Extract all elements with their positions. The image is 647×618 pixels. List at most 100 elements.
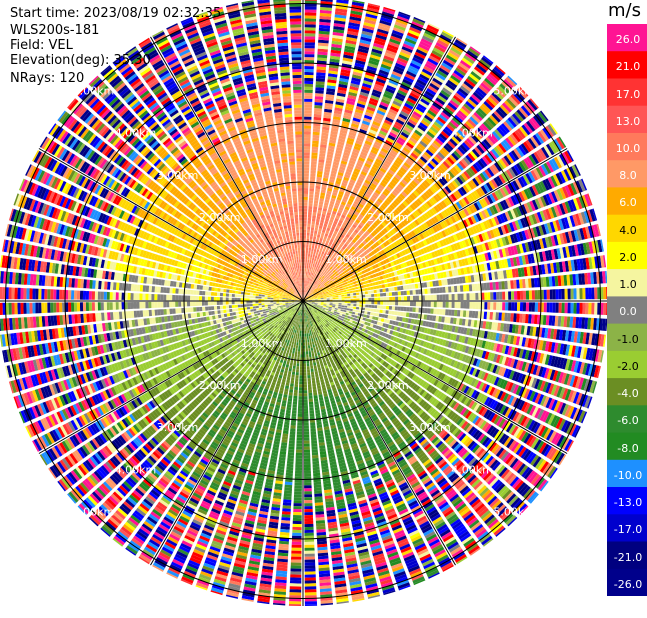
velocity-cell — [344, 308, 347, 310]
velocity-cell — [526, 302, 529, 311]
velocity-cell — [312, 147, 318, 150]
velocity-cell — [304, 277, 305, 280]
velocity-cell — [493, 282, 497, 290]
velocity-cell — [343, 312, 346, 315]
velocity-cell — [380, 293, 383, 296]
velocity-cell — [347, 306, 350, 308]
velocity-cell — [544, 303, 547, 313]
velocity-cell — [306, 274, 307, 277]
velocity-cell — [303, 233, 306, 236]
velocity-cell — [490, 302, 493, 310]
velocity-cell — [304, 143, 310, 146]
velocity-cell — [461, 294, 464, 300]
velocity-cell — [304, 137, 311, 140]
velocity-cell — [336, 298, 339, 300]
velocity-cell — [579, 288, 582, 299]
velocity-cell — [401, 307, 404, 311]
velocity-cell — [434, 295, 437, 300]
velocity-cell — [313, 212, 317, 215]
velocity-cell — [309, 191, 314, 194]
velocity-cell — [309, 269, 311, 272]
velocity-cell — [409, 313, 413, 318]
velocity-cell — [304, 111, 312, 114]
velocity-cell — [588, 303, 591, 315]
velocity-cell — [315, 102, 323, 106]
velocity-cell — [304, 218, 307, 221]
velocity-cell — [392, 306, 395, 310]
velocity-cell — [309, 260, 311, 263]
velocity-cell — [487, 302, 490, 310]
velocity-cell — [307, 224, 310, 227]
velocity-cell — [413, 307, 416, 312]
velocity-cell — [350, 309, 353, 312]
velocity-cell — [314, 231, 317, 235]
velocity-cell — [588, 288, 591, 300]
velocity-cell — [433, 309, 436, 315]
velocity-cell — [404, 291, 407, 295]
velocity-cell — [395, 292, 398, 296]
velocity-cell — [556, 303, 559, 313]
velocity-cell — [330, 297, 333, 299]
velocity-cell — [316, 186, 321, 190]
velocity-cell — [379, 285, 383, 289]
velocity-cell — [304, 81, 313, 84]
velocity-cell — [380, 289, 383, 293]
velocity-cell — [346, 311, 349, 314]
velocity-cell — [317, 216, 321, 220]
velocity-cell — [336, 287, 339, 289]
velocity-cell — [354, 301, 357, 303]
velocity-cell — [351, 301, 354, 303]
velocity-cell — [304, 140, 310, 143]
velocity-cell — [305, 39, 316, 42]
velocity-cell — [308, 269, 310, 272]
velocity-cell — [365, 301, 368, 304]
velocity-cell — [304, 185, 309, 188]
velocity-cell — [367, 312, 370, 315]
velocity-cell — [457, 310, 461, 317]
velocity-cell — [308, 215, 312, 218]
velocity-cell — [386, 293, 389, 297]
velocity-cell — [304, 176, 309, 179]
velocity-cell — [304, 131, 311, 134]
velocity-cell — [313, 255, 316, 258]
velocity-cell — [487, 312, 491, 320]
velocity-cell — [304, 173, 309, 176]
velocity-cell — [346, 289, 349, 292]
velocity-cell — [304, 161, 310, 164]
velocity-cell — [304, 134, 311, 137]
velocity-cell — [442, 287, 446, 293]
velocity-cell — [380, 310, 383, 314]
velocity-cell — [448, 310, 451, 316]
velocity-cell — [304, 224, 307, 227]
velocity-cell — [353, 293, 356, 296]
velocity-cell — [487, 292, 490, 300]
velocity-cell — [394, 287, 397, 291]
velocity-cell — [332, 304, 335, 306]
velocity-cell — [427, 308, 430, 313]
velocity-cell — [310, 266, 312, 269]
velocity-cell — [364, 288, 367, 291]
velocity-cell — [335, 306, 338, 308]
velocity-cell — [310, 236, 313, 239]
velocity-cell — [352, 288, 355, 291]
velocity-cell — [312, 144, 319, 148]
velocity-cell — [304, 203, 308, 206]
velocity-cell — [305, 265, 307, 268]
velocity-cell — [368, 291, 371, 294]
velocity-cell — [305, 18, 316, 21]
velocity-cell — [383, 306, 386, 310]
velocity-cell — [366, 315, 370, 318]
velocity-cell — [315, 225, 319, 229]
velocity-cell — [332, 294, 335, 296]
velocity-cell — [305, 7, 317, 10]
velocity-cell — [335, 292, 338, 294]
velocity-cell — [339, 286, 342, 289]
velocity-cell — [314, 234, 317, 237]
velocity-cell — [332, 307, 335, 309]
velocity-cell — [407, 307, 410, 311]
velocity-cell — [386, 297, 389, 301]
velocity-cell — [313, 209, 317, 213]
velocity-cell — [356, 295, 359, 298]
velocity-cell — [368, 298, 371, 301]
